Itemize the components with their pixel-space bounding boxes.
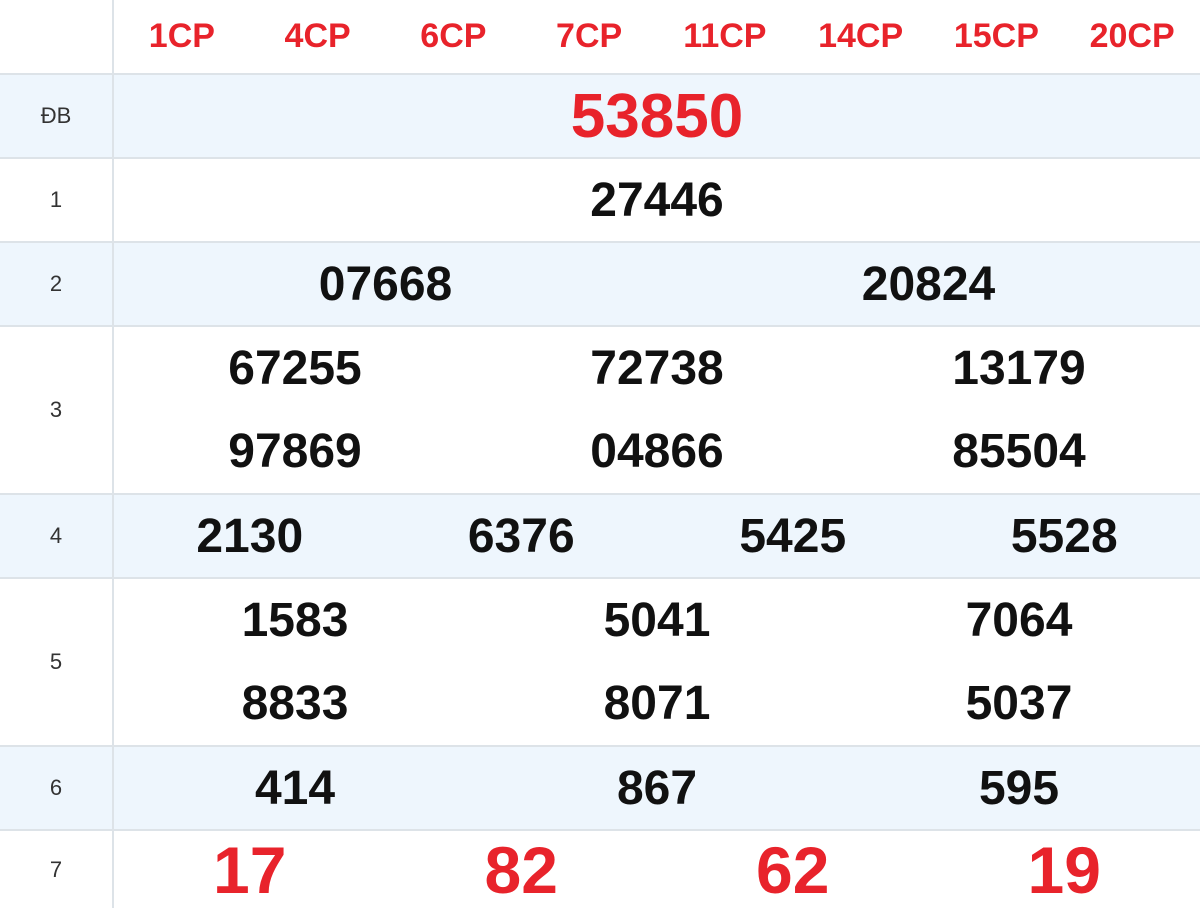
- winning-number: 1583: [114, 593, 476, 648]
- code-label: 11CP: [657, 17, 793, 56]
- code-label: 6CP: [386, 17, 522, 56]
- winning-number: 414: [114, 761, 476, 816]
- number-row: 53850: [114, 81, 1200, 152]
- number-row: 27446: [114, 173, 1200, 228]
- winning-number: 82: [386, 832, 658, 908]
- winning-number: 53850: [114, 81, 1200, 152]
- winning-number: 867: [476, 761, 838, 816]
- winning-number: 72738: [476, 341, 838, 396]
- winning-number: 7064: [838, 593, 1200, 648]
- prize-label: 3: [0, 326, 113, 494]
- winning-number: 07668: [114, 257, 657, 312]
- code-label: 4CP: [250, 17, 386, 56]
- winning-number: 8833: [114, 676, 476, 731]
- winning-number: 62: [657, 832, 929, 908]
- code-label: 20CP: [1064, 17, 1200, 56]
- code-label: 1CP: [114, 17, 250, 56]
- winning-number: 595: [838, 761, 1200, 816]
- winning-number: 27446: [114, 173, 1200, 228]
- winning-number: 67255: [114, 341, 476, 396]
- corner-cell: [0, 0, 113, 74]
- prize-label: 5: [0, 578, 113, 746]
- winning-number: 5528: [929, 509, 1200, 564]
- winning-number: 5425: [657, 509, 929, 564]
- winning-number: 17: [114, 832, 386, 908]
- prize-label: 6: [0, 746, 113, 830]
- code-label: 14CP: [793, 17, 929, 56]
- winning-number: 13179: [838, 341, 1200, 396]
- winning-number: 5041: [476, 593, 838, 648]
- winning-number: 20824: [657, 257, 1200, 312]
- code-label: 15CP: [929, 17, 1065, 56]
- prize-label: ĐB: [0, 74, 113, 158]
- prize-label: 4: [0, 494, 113, 578]
- code-label: 7CP: [521, 17, 657, 56]
- winning-number: 97869: [114, 424, 476, 479]
- winning-number: 8071: [476, 676, 838, 731]
- winning-number: 04866: [476, 424, 838, 479]
- winning-number: 5037: [838, 676, 1200, 731]
- winning-number: 19: [929, 832, 1200, 908]
- winning-number: 85504: [838, 424, 1200, 479]
- prize-label: 2: [0, 242, 113, 326]
- winning-number: 2130: [114, 509, 386, 564]
- prize-label: 1: [0, 158, 113, 242]
- winning-number: 6376: [386, 509, 658, 564]
- prize-label: 7: [0, 830, 113, 908]
